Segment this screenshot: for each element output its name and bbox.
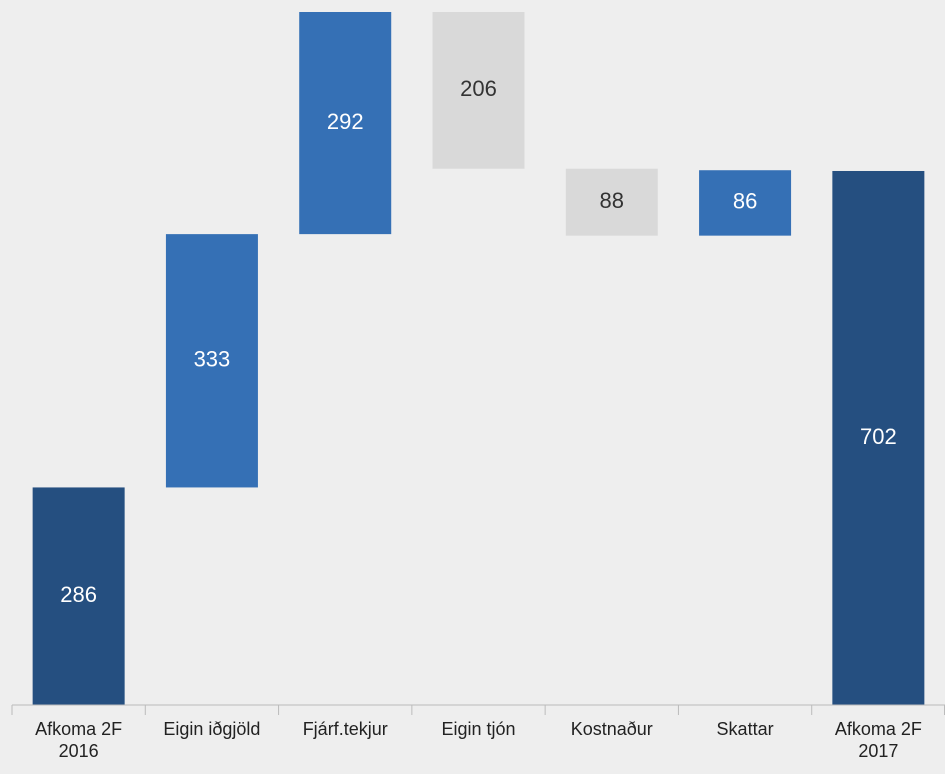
x-tick-label: Afkoma 2F 2016: [35, 719, 123, 761]
bar: [299, 12, 392, 235]
value-label: 702: [860, 424, 897, 449]
x-tick-label: Kostnaður: [570, 719, 653, 739]
bar: [832, 170, 925, 706]
x-tick-label: Eigin iðgjöld: [163, 719, 261, 739]
bar: [565, 168, 658, 236]
value-label: 292: [327, 109, 364, 134]
bar: [699, 170, 792, 236]
bar: [432, 12, 525, 169]
x-tick-label: Eigin tjón: [441, 719, 516, 739]
value-label: 88: [600, 188, 624, 213]
value-label: 286: [60, 582, 97, 607]
value-label: 206: [460, 76, 497, 101]
x-tick-label: Afkoma 2F 2017: [834, 719, 922, 761]
x-tick-label: Fjárf.tekjur: [302, 719, 388, 739]
x-tick-label: Skattar: [716, 719, 774, 739]
bar: [165, 234, 258, 488]
value-label: 333: [194, 347, 231, 372]
value-label: 86: [733, 189, 757, 214]
bar: [32, 487, 125, 705]
